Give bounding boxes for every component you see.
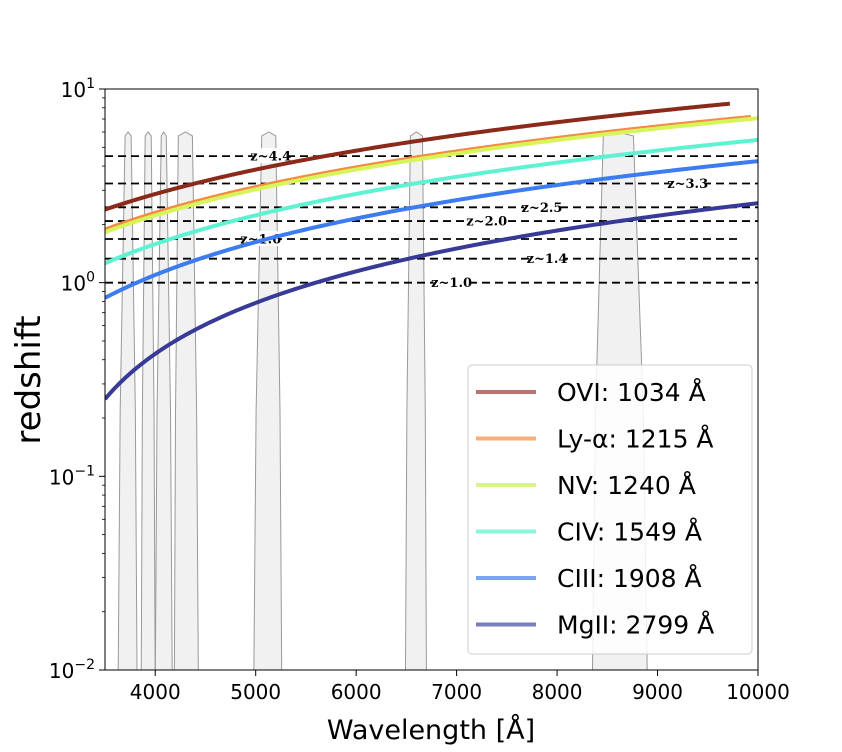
legend-label-mgii: MgII: 2799 Å [557, 611, 714, 640]
y-tick-label-1: 100 [61, 270, 95, 296]
legend-label-ciii: CIII: 1908 Å [557, 564, 702, 593]
series-lines [105, 101, 758, 401]
x-tick-label-7000: 7000 [431, 680, 482, 704]
y-tick-label-2: 10−1 [49, 463, 95, 489]
x-tick-label-6000: 6000 [331, 680, 382, 704]
plot-frame [104, 88, 759, 671]
series-line-nv [105, 116, 758, 235]
x-axis-title: Wavelength [Å] [327, 714, 535, 746]
redshift-label-3: z~2.5 [522, 201, 563, 216]
redshift-label-6: z~1.4 [527, 252, 568, 267]
filter-band-4 [173, 131, 199, 670]
y-tick-label-0: 101 [61, 76, 95, 102]
redshift-label-7: z~1.0 [431, 276, 472, 291]
series-line-mgii [105, 201, 758, 401]
y-axis-title: redshift [9, 315, 49, 444]
series-line-ciii [105, 159, 758, 300]
redshift-reference-lines: z~4.4z~3.3z~2.5z~2.0z~1.6z~1.4z~1.0 [105, 148, 758, 291]
x-tick-label-5000: 5000 [230, 680, 281, 704]
filter-band-1 [117, 131, 138, 670]
redshift-label-2: z~3.3 [667, 177, 708, 192]
x-tick-label-8000: 8000 [532, 680, 583, 704]
legend-box [467, 364, 753, 655]
filter-band-6 [404, 131, 427, 670]
redshift-label-bg-7 [433, 274, 470, 290]
legend: OVI: 1034 Å Ly-α: 1215 Å NV: 1240 Å CIV: 15… [467, 364, 753, 655]
series-line-civ [105, 137, 758, 266]
redshift-label-bg-1 [252, 148, 289, 164]
filter-band-3 [154, 131, 173, 670]
redshift-label-bg-3 [524, 199, 561, 215]
redshift-label-bg-2 [669, 175, 706, 191]
legend-label-ly: Ly-α: 1215 Å [557, 425, 714, 454]
filter-band-5 [253, 131, 283, 670]
legend-label-civ: CIV: 1549 Å [557, 518, 702, 547]
y-tick-label-3: 10−2 [49, 657, 95, 683]
redshift-label-1: z~4.4 [250, 150, 291, 165]
redshift-label-bg-4 [468, 213, 505, 229]
y-axis: 101 100 10−1 10−2 [49, 76, 105, 683]
x-tick-label-10000: 10000 [726, 680, 790, 704]
redshift-label-bg-6 [529, 250, 566, 266]
legend-label-nv: NV: 1240 Å [557, 471, 696, 500]
legend-label-ovi: OVI: 1034 Å [557, 378, 706, 407]
redshift-label-4: z~2.0 [466, 215, 507, 230]
x-tick-label-9000: 9000 [632, 680, 683, 704]
series-line-ovi [105, 101, 731, 212]
x-axis: 4000 5000 6000 7000 8000 9000 10000 [130, 670, 790, 704]
x-tick-label-4000: 4000 [130, 680, 181, 704]
